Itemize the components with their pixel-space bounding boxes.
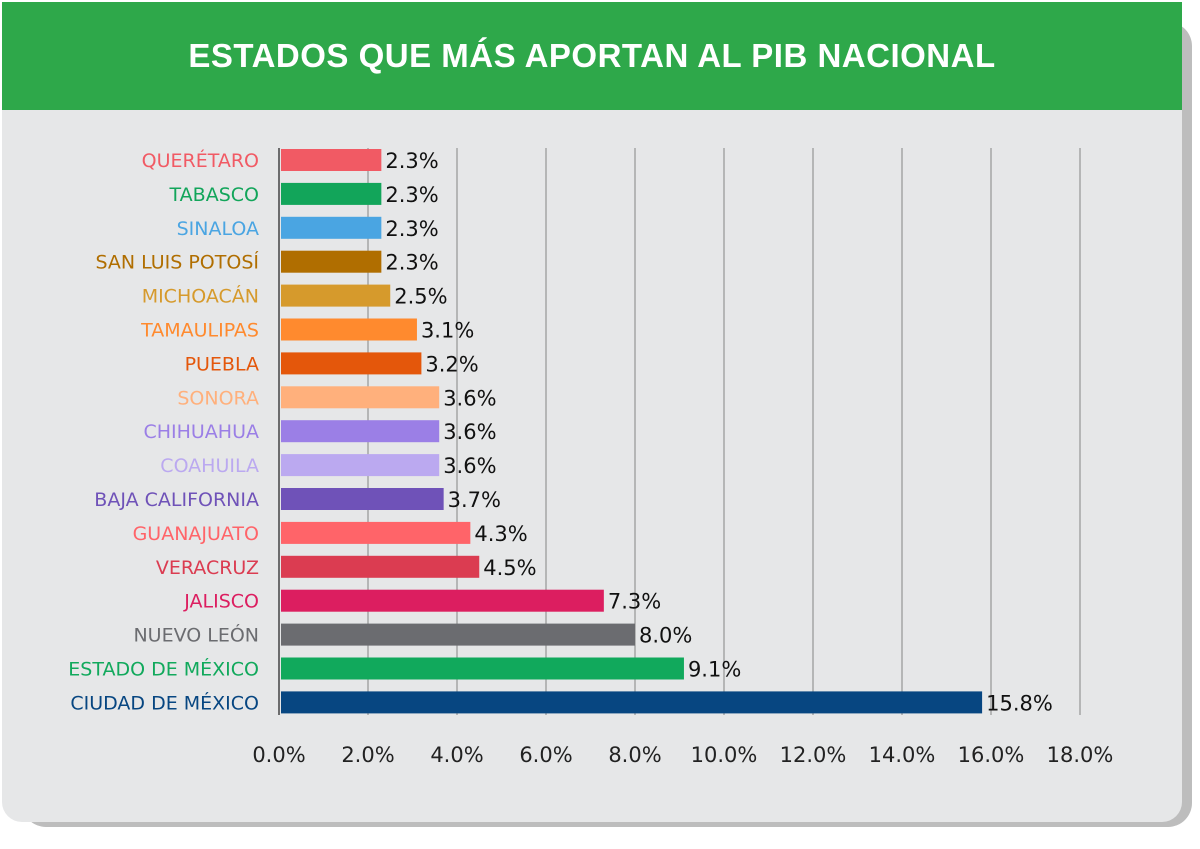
- x-tick-label: 4.0%: [430, 743, 483, 767]
- x-tick-label: 14.0%: [869, 743, 936, 767]
- value-label: 3.2%: [425, 352, 478, 376]
- x-tick-label: 8.0%: [608, 743, 661, 767]
- value-label: 4.5%: [483, 556, 536, 580]
- category-label: BAJA CALIFORNIA: [94, 489, 259, 511]
- category-label: PUEBLA: [185, 353, 259, 375]
- bar: [281, 691, 983, 714]
- x-tick-label: 12.0%: [780, 743, 847, 767]
- x-tick-label: 18.0%: [1047, 743, 1114, 767]
- category-label: ESTADO DE MÉXICO: [68, 658, 259, 681]
- bar: [281, 589, 604, 612]
- x-tick-label: 0.0%: [252, 743, 305, 767]
- bar: [281, 420, 440, 443]
- chart-title: ESTADOS QUE MÁS APORTAN AL PIB NACIONAL: [188, 37, 996, 74]
- bar: [281, 488, 444, 510]
- gridlines: [278, 148, 1081, 715]
- category-label: CIUDAD DE MÉXICO: [70, 691, 259, 714]
- category-label: MICHOACÁN: [142, 285, 259, 308]
- x-tick-labels: 0.0% 2.0% 4.0% 6.0% 8.0% 10.0% 12.0% 14.0% 16.0%…: [252, 743, 1113, 767]
- bar: [281, 216, 382, 239]
- category-label: SINALOA: [177, 218, 259, 240]
- bar: [281, 555, 480, 578]
- bar: [281, 284, 391, 307]
- bar: [281, 250, 382, 273]
- value-label: 3.6%: [443, 454, 496, 478]
- bar-chart: QUERÉTARO TABASCO SINALOA SAN LUIS POTOSÍ MI…: [68, 148, 1113, 767]
- category-labels: QUERÉTARO TABASCO SINALOA SAN LUIS POTOSÍ MI…: [68, 149, 259, 714]
- category-label: JALISCO: [183, 591, 259, 613]
- category-label: CHIHUAHUA: [143, 421, 259, 443]
- bar: [281, 318, 417, 341]
- value-label: 2.3%: [385, 251, 438, 275]
- value-label: 3.7%: [448, 488, 501, 512]
- bar: [281, 182, 382, 205]
- title-banner: ESTADOS QUE MÁS APORTAN AL PIB NACIONAL: [2, 2, 1182, 110]
- bar: [281, 386, 440, 409]
- category-label: COAHUILA: [160, 455, 259, 477]
- chart-card: ESTADOS QUE MÁS APORTAN AL PIB NACIONAL …: [2, 2, 1182, 822]
- value-label: 15.8%: [986, 691, 1053, 715]
- value-label: 3.1%: [421, 319, 474, 343]
- category-label: NUEVO LEÓN: [133, 623, 259, 647]
- category-label: SONORA: [177, 387, 259, 409]
- x-tick-label: 6.0%: [519, 743, 572, 767]
- value-label: 4.3%: [474, 522, 527, 546]
- category-label: SAN LUIS POTOSÍ: [95, 251, 259, 274]
- value-label: 3.6%: [443, 386, 496, 410]
- bar: [281, 657, 684, 680]
- value-label: 2.3%: [385, 183, 438, 207]
- bar: [281, 352, 422, 375]
- bar: [281, 454, 440, 477]
- category-label: TAMAULIPAS: [140, 320, 259, 342]
- x-tick-label: 2.0%: [341, 743, 394, 767]
- category-label: VERACRUZ: [156, 557, 259, 579]
- bar: [281, 521, 471, 544]
- value-label: 9.1%: [688, 658, 741, 682]
- x-tick-label: 10.0%: [691, 743, 758, 767]
- value-label: 7.3%: [608, 590, 661, 614]
- value-label: 8.0%: [639, 624, 692, 648]
- value-label: 2.3%: [385, 217, 438, 241]
- bar: [281, 149, 382, 171]
- value-labels: 2.3% 2.3% 2.3% 2.3% 2.5% 3.1% 3.2% 3.6% 3.6% 3.6%…: [385, 149, 1052, 715]
- value-label: 2.5%: [394, 285, 447, 309]
- category-label: TABASCO: [169, 184, 259, 206]
- category-label: GUANAJUATO: [133, 523, 259, 545]
- value-label: 3.6%: [443, 420, 496, 444]
- bar: [281, 623, 635, 646]
- bars: [281, 149, 983, 714]
- value-label: 2.3%: [385, 149, 438, 173]
- x-tick-label: 16.0%: [958, 743, 1025, 767]
- category-label: QUERÉTARO: [142, 149, 259, 172]
